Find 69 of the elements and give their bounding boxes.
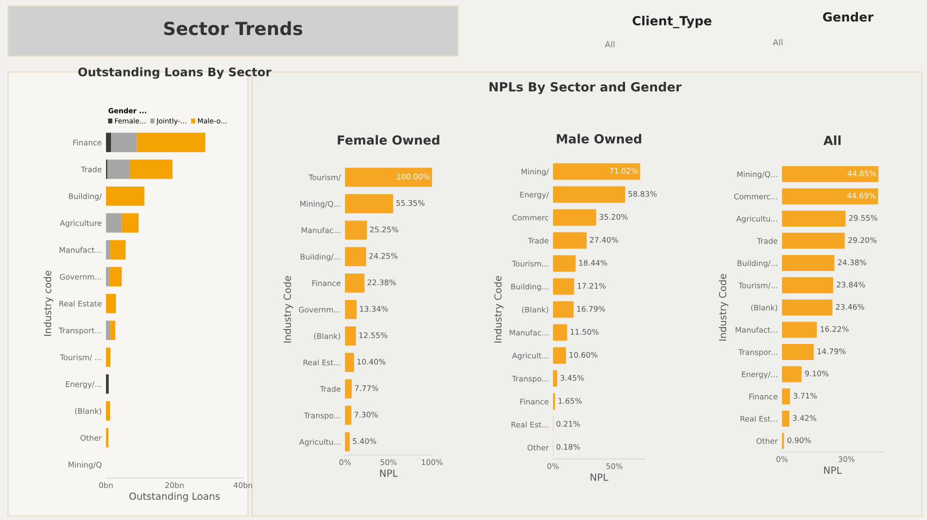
bar (345, 352, 354, 372)
bar (782, 299, 832, 316)
bar (106, 401, 110, 421)
bar (782, 388, 790, 404)
bar (782, 232, 845, 249)
chart-title: Male Owned (556, 134, 642, 144)
bar (782, 366, 802, 382)
text: NPLs By Sector and Gender (490, 82, 682, 94)
chart-title: All (823, 135, 841, 145)
bar (553, 163, 640, 180)
bar (106, 240, 110, 260)
bar (106, 374, 109, 394)
bar (553, 255, 576, 272)
bar (553, 232, 587, 249)
bar (106, 266, 110, 286)
bar (553, 209, 596, 226)
bar (782, 166, 878, 182)
bar (110, 320, 116, 340)
text: Sector Trends (164, 21, 302, 36)
x-axis-title: NPL (590, 474, 608, 481)
y-axis-title: Industry Code (718, 274, 728, 341)
bar (553, 324, 568, 341)
bar (345, 300, 357, 320)
bar (782, 210, 846, 227)
bar (782, 410, 790, 427)
bar (553, 347, 566, 364)
bar (345, 168, 432, 187)
x-axis-title: Outstanding Loans (129, 492, 220, 502)
bar (345, 274, 364, 293)
y-axis-title: Industry Code (283, 276, 293, 343)
text: All (772, 38, 782, 46)
bar (782, 277, 834, 294)
bar (109, 266, 122, 286)
bar (345, 379, 352, 398)
bar (553, 186, 626, 203)
bar (106, 186, 144, 206)
bar (345, 406, 352, 425)
bar (106, 213, 122, 233)
bar (553, 370, 558, 387)
bar (122, 213, 139, 233)
bar (111, 132, 137, 152)
bar (345, 194, 394, 214)
bar (782, 255, 834, 272)
bar (345, 247, 366, 266)
bar (345, 326, 356, 346)
bar (782, 188, 878, 204)
chart-title: Female Owned (338, 135, 440, 145)
bar (106, 348, 110, 367)
bar (553, 301, 574, 318)
text: All (604, 40, 614, 48)
bar (345, 220, 367, 240)
bar (110, 240, 126, 260)
x-axis-title: NPL (380, 470, 398, 477)
bar (130, 160, 172, 179)
text: Client_Type (632, 16, 712, 28)
y-axis-title: Industry Code (494, 276, 504, 343)
y-axis-title: Industry code (44, 270, 54, 336)
bar (136, 132, 206, 152)
bar (106, 132, 112, 152)
bar (106, 294, 116, 314)
text: Gender (823, 12, 874, 22)
chart-title: Outstanding Loans By Sector (78, 67, 272, 79)
bar (345, 432, 350, 452)
x-axis-title: NPL (824, 466, 842, 474)
bar (782, 322, 817, 338)
bar (107, 160, 130, 179)
bar (553, 278, 574, 295)
bar (782, 344, 814, 360)
bar (106, 320, 110, 340)
